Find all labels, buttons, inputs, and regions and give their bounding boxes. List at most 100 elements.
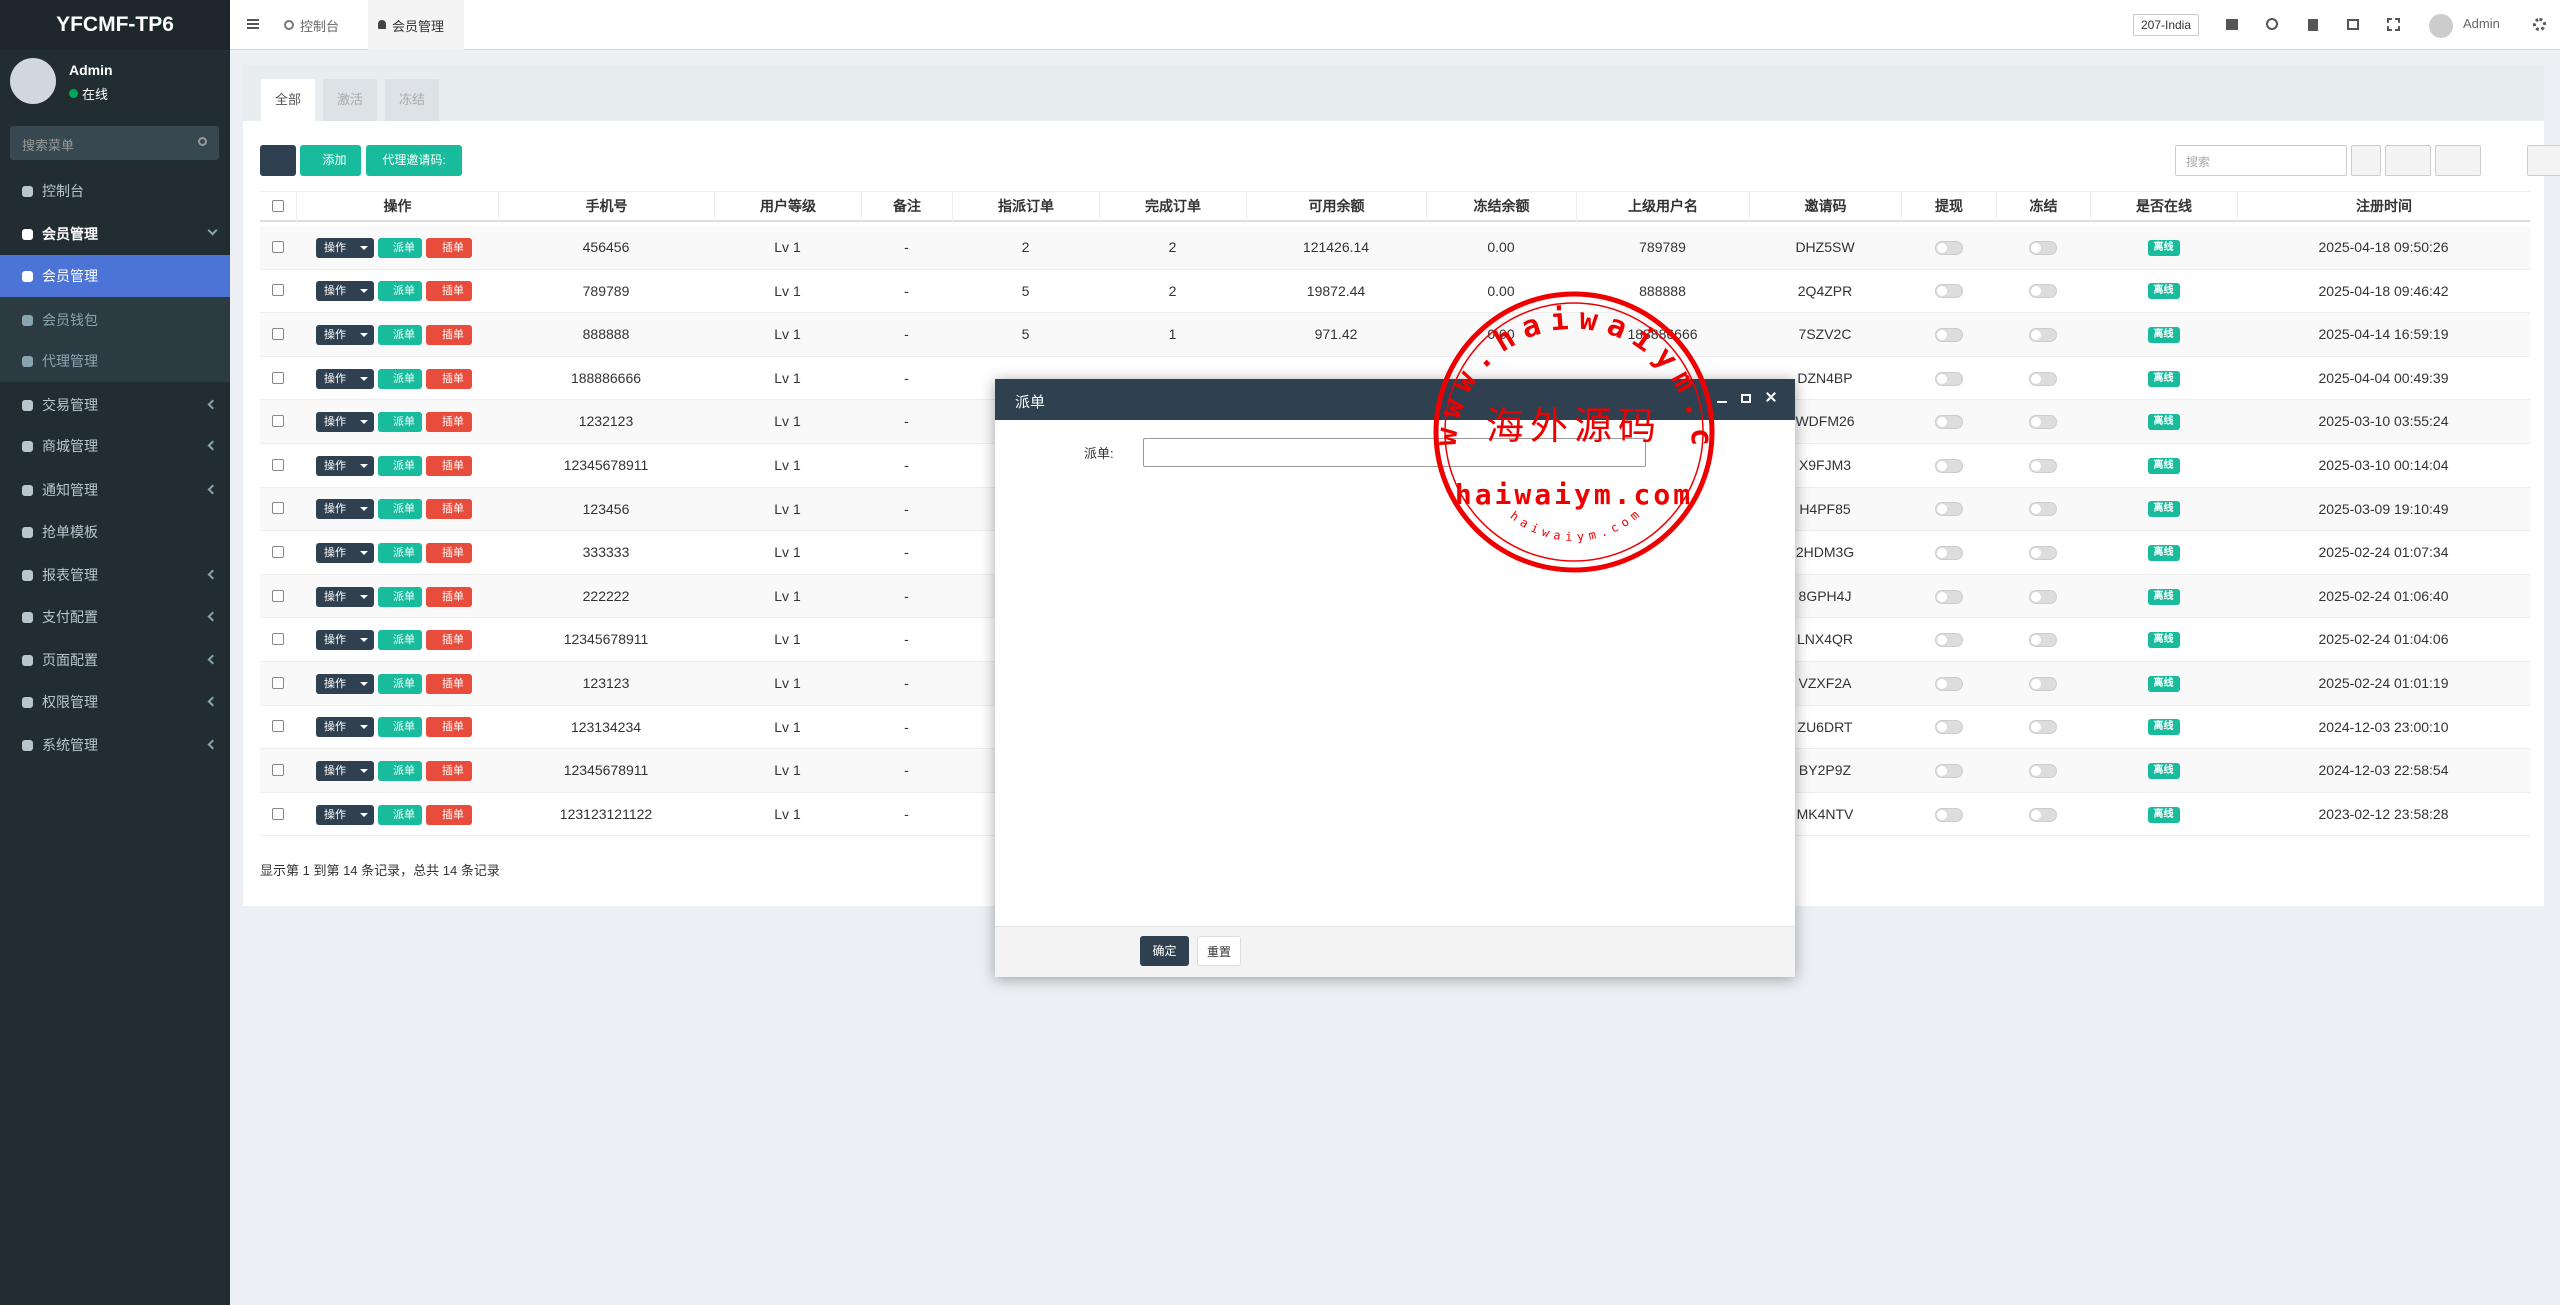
action-button[interactable]: 操作 — [316, 717, 374, 738]
assign-button[interactable]: 派单 — [378, 761, 422, 781]
action-button[interactable]: 操作 — [316, 499, 374, 520]
toggle[interactable] — [2029, 371, 2057, 386]
insert-button[interactable]: 插单 — [426, 499, 472, 520]
action-button[interactable]: 操作 — [316, 455, 374, 476]
menu-item[interactable]: 控制台 — [0, 170, 230, 212]
action-button[interactable]: 操作 — [316, 237, 374, 258]
toggle[interactable] — [2029, 502, 2057, 517]
checkbox[interactable] — [272, 328, 284, 340]
toggle[interactable] — [1934, 502, 1963, 517]
toggle[interactable] — [1934, 764, 1963, 778]
menu-item[interactable]: 会员管理 — [0, 255, 230, 297]
checkbox[interactable] — [272, 546, 284, 558]
toggle[interactable] — [2029, 720, 2057, 735]
filter-tab[interactable]: 激活 — [323, 79, 377, 121]
checkbox[interactable] — [272, 764, 284, 776]
checkbox[interactable] — [272, 284, 284, 297]
assign-button[interactable]: 派单 — [378, 804, 422, 825]
assign-button[interactable]: 派单 — [378, 717, 422, 738]
assign-input[interactable] — [1143, 438, 1646, 467]
insert-button[interactable]: 插单 — [426, 543, 472, 563]
action-button[interactable]: 操作 — [316, 543, 374, 563]
checkbox[interactable] — [272, 589, 284, 602]
toggle[interactable] — [1934, 458, 1963, 473]
user-avatar[interactable] — [2429, 14, 2453, 38]
user-name[interactable]: Admin — [2463, 16, 2500, 31]
insert-button[interactable]: 插单 — [426, 804, 472, 825]
assign-button[interactable]: 派单 — [378, 586, 422, 607]
menu-item[interactable]: 通知管理 — [0, 469, 230, 511]
toggle[interactable] — [2029, 240, 2057, 255]
toggle[interactable] — [2029, 458, 2057, 473]
toggle[interactable] — [1934, 546, 1963, 560]
toolbar-button[interactable] — [2435, 145, 2481, 176]
assign-button[interactable]: 派单 — [378, 281, 422, 302]
menu-item[interactable]: 系统管理 — [0, 724, 230, 766]
checkbox[interactable] — [272, 633, 284, 646]
toggle[interactable] — [1934, 807, 1963, 822]
toggle[interactable] — [1934, 720, 1963, 735]
toggle[interactable] — [1934, 328, 1963, 342]
insert-button[interactable]: 插单 — [426, 368, 472, 389]
menu-item[interactable]: 会员钱包 — [0, 299, 230, 341]
checkbox[interactable] — [272, 240, 284, 253]
menu-item[interactable]: 页面配置 — [0, 639, 230, 681]
icon-settings[interactable] — [2533, 18, 2546, 31]
insert-button[interactable]: 插单 — [426, 761, 472, 781]
checkbox[interactable] — [272, 720, 284, 733]
ok-button[interactable]: 确定 — [1140, 936, 1189, 966]
toggle[interactable] — [2029, 676, 2057, 691]
toggle[interactable] — [2029, 546, 2057, 560]
filter-tab[interactable]: 冻结 — [385, 79, 439, 121]
toggle[interactable] — [1934, 284, 1963, 299]
reset-button[interactable]: 重置 — [1197, 936, 1241, 966]
toggle[interactable] — [2029, 807, 2057, 822]
modal-maximize[interactable] — [1741, 394, 1751, 403]
action-button[interactable]: 操作 — [316, 325, 374, 345]
checkbox[interactable] — [272, 807, 284, 820]
assign-button[interactable]: 派单 — [378, 543, 422, 563]
insert-button[interactable]: 插单 — [426, 673, 472, 694]
toggle[interactable] — [2029, 633, 2057, 648]
toggle[interactable] — [1934, 676, 1963, 691]
icon-translate[interactable] — [2347, 19, 2359, 30]
insert-button[interactable]: 插单 — [426, 586, 472, 607]
invite-button[interactable]: 代理邀请码: — [366, 145, 462, 176]
toggle[interactable] — [2029, 284, 2057, 299]
toggle[interactable] — [2029, 328, 2057, 342]
assign-button[interactable]: 派单 — [378, 237, 422, 258]
toggle[interactable] — [2029, 764, 2057, 778]
checkbox[interactable] — [272, 415, 284, 428]
modal-minimize[interactable] — [1717, 401, 1727, 403]
toolbar-button[interactable] — [2385, 145, 2431, 176]
toggle[interactable] — [1934, 371, 1963, 386]
insert-button[interactable]: 插单 — [426, 630, 472, 651]
menu-item[interactable]: 交易管理 — [0, 384, 230, 426]
action-button[interactable]: 操作 — [316, 368, 374, 389]
header-tab[interactable]: 控制台 — [276, 0, 346, 50]
checkbox[interactable] — [272, 200, 284, 212]
assign-button[interactable]: 派单 — [378, 455, 422, 476]
menu-search[interactable]: 搜索菜单 — [10, 126, 219, 160]
menu-item[interactable]: 权限管理 — [0, 681, 230, 723]
toolbar-button[interactable] — [2527, 145, 2560, 176]
icon-fullscreen[interactable] — [2387, 18, 2400, 31]
assign-button[interactable]: 派单 — [378, 499, 422, 520]
menu-item[interactable]: 会员管理 — [0, 213, 230, 255]
icon-refresh[interactable] — [2266, 18, 2278, 30]
toggle[interactable] — [2029, 415, 2057, 430]
modal-close[interactable] — [1763, 389, 1780, 406]
toggle[interactable] — [1934, 240, 1963, 255]
menu-toggle[interactable] — [247, 19, 259, 21]
toolbar-button[interactable] — [2351, 145, 2381, 176]
icon-trash[interactable] — [2308, 19, 2318, 31]
icon-home[interactable] — [2226, 19, 2238, 30]
insert-button[interactable]: 插单 — [426, 281, 472, 302]
insert-button[interactable]: 插单 — [426, 237, 472, 258]
action-button[interactable]: 操作 — [316, 281, 374, 302]
toggle[interactable] — [1934, 415, 1963, 430]
language-select[interactable]: 207-India — [2133, 14, 2199, 36]
assign-button[interactable]: 派单 — [378, 412, 422, 433]
filter-tab[interactable]: 全部 — [261, 79, 315, 121]
refresh-button[interactable] — [260, 145, 296, 176]
